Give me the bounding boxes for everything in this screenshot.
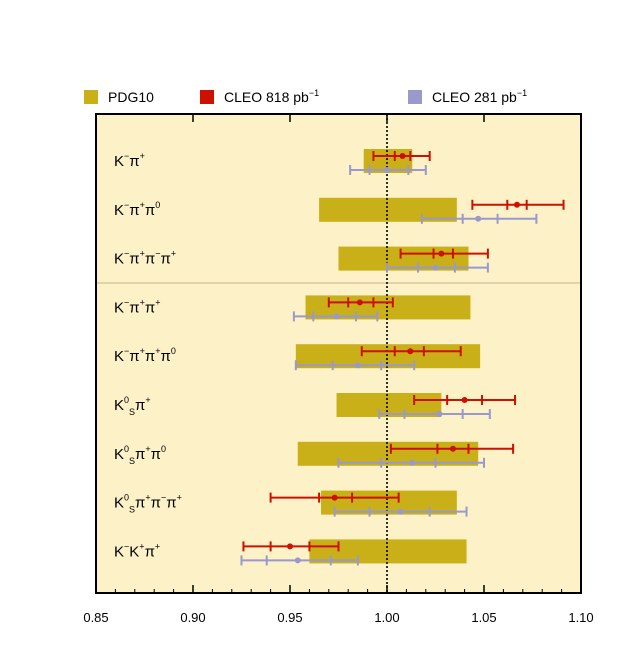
row-label-5: K0Sπ+ <box>114 395 151 417</box>
legend-label-pdg: PDG10 <box>108 89 154 105</box>
x-axis: 0.85 0.90 0.95 1.00 1.05 1.10 <box>83 114 594 625</box>
cleo818-point <box>287 543 293 550</box>
cleo281-measurement-7 <box>333 506 468 517</box>
cleo818-point <box>461 397 468 403</box>
cleo281-point <box>397 508 404 515</box>
row-label-8: K−K+π+ <box>114 541 160 560</box>
row-label-0: K−π+ <box>114 151 145 170</box>
legend-swatch-cleo281 <box>408 90 422 104</box>
cleo281-measurement-8 <box>240 555 359 566</box>
cleo818-measurement-4 <box>360 346 462 357</box>
cleo818-measurement-6 <box>389 443 515 454</box>
cleo818-measurement-5 <box>413 395 517 405</box>
row-label-4: K−π+π+π0 <box>114 346 176 365</box>
measurement-layer <box>240 151 565 566</box>
cleo818-measurement-2 <box>399 248 489 259</box>
cleo281-measurement-5 <box>378 409 491 419</box>
cleo281-point <box>475 215 482 222</box>
cleo818-point <box>449 445 456 452</box>
cleo818-measurement-7 <box>269 492 400 503</box>
cleo281-measurement-2 <box>386 262 489 273</box>
cleo281-point <box>409 459 416 466</box>
cleo818-point <box>438 250 445 257</box>
row-label-2: K−π+π−π+ <box>114 249 176 268</box>
cleo818-point <box>407 348 414 355</box>
cleo281-point <box>294 557 301 564</box>
cleo818-measurement-1 <box>471 199 565 210</box>
cleo281-point <box>354 362 361 369</box>
legend-label-cleo818: CLEO 818 pb−1 <box>224 88 319 105</box>
cleo281-point <box>384 167 390 173</box>
x-tick-label: 1.00 <box>374 610 399 625</box>
legend-label-cleo281: CLEO 281 pb−1 <box>432 88 527 105</box>
cleo281-measurement-4 <box>294 360 416 371</box>
legend-swatch-cleo818 <box>200 90 214 104</box>
cleo818-point <box>331 494 338 501</box>
cleo281-point <box>333 313 340 320</box>
cleo818-point <box>399 153 406 159</box>
row-label-3: K−π+π+ <box>114 297 161 316</box>
cleo281-point <box>436 411 443 417</box>
legend-item-cleo818: CLEO 818 pb−1 <box>200 88 319 105</box>
row-label-7: K0Sπ+π−π+ <box>114 493 182 515</box>
x-tick-label: 0.90 <box>180 610 205 625</box>
pdg-bars <box>295 149 481 564</box>
cleo818-measurement-8 <box>242 541 340 552</box>
cleo281-measurement-3 <box>292 311 379 322</box>
cleo818-measurement-3 <box>327 297 394 308</box>
row-labels: K−π+ K−π+π0 K−π+π−π+ K−π+π+ K−π+π+π0 K0Sπ+ K0S… <box>114 151 182 560</box>
row-label-1: K−π+π0 <box>114 200 160 219</box>
plot-frame <box>95 113 582 594</box>
row-label-6: K0Sπ+π0 <box>114 444 166 466</box>
cleo818-measurement-0 <box>372 151 431 161</box>
x-tick-label: 1.10 <box>568 610 593 625</box>
cleo818-point <box>356 299 363 306</box>
x-tick-label: 1.05 <box>471 610 496 625</box>
cleo818-point <box>513 201 520 208</box>
legend-item-pdg: PDG10 <box>84 89 154 105</box>
legend: PDG10 CLEO 818 pb−1 CLEO 281 pb−1 <box>84 88 527 105</box>
legend-swatch-pdg <box>84 90 98 104</box>
cleo281-measurement-0 <box>349 165 427 175</box>
x-tick-label: 0.95 <box>277 610 302 625</box>
x-tick-label: 0.85 <box>83 610 108 625</box>
cleo281-measurement-1 <box>420 213 538 224</box>
cleo281-point <box>432 264 439 271</box>
cleo281-measurement-6 <box>337 457 485 468</box>
legend-item-cleo281: CLEO 281 pb−1 <box>408 88 527 105</box>
